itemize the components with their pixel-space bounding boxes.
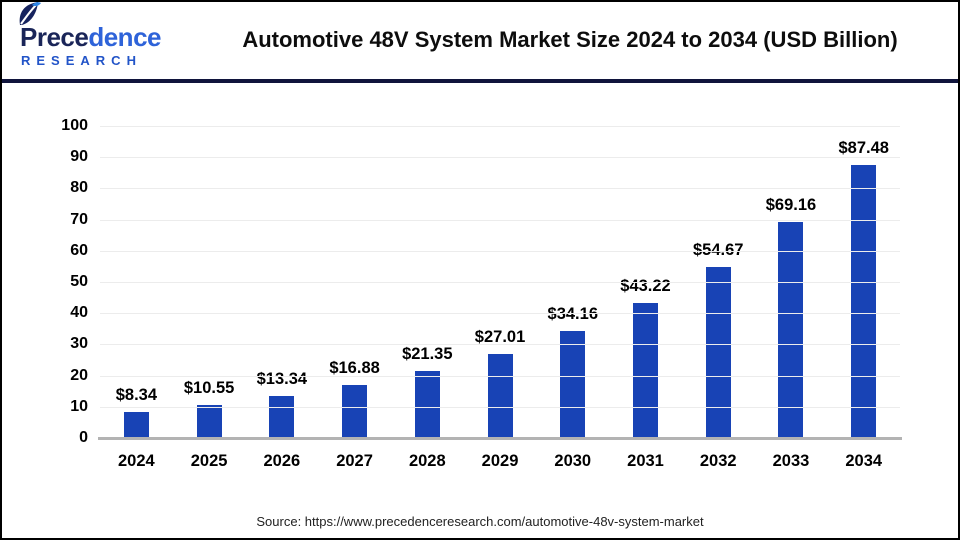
plot-area: $8.34 $10.55 $13.34 $16.88 $21.35 $27.01 $34.1… (98, 126, 902, 440)
bar-2027 (342, 385, 368, 438)
bar-value-label-2032: $54.67 (693, 241, 744, 260)
y-tick-40: 40 (70, 304, 88, 322)
bar-2024 (123, 411, 149, 438)
y-tick-60: 60 (70, 241, 88, 259)
bar-group-2029: $27.01 (464, 126, 537, 438)
bar-group-2027: $16.88 (318, 126, 391, 438)
bars-container: $8.34 $10.55 $13.34 $16.88 $21.35 $27.01 $34.1… (100, 126, 900, 438)
bar-group-2025: $10.55 (173, 126, 246, 438)
leaf-icon (19, 2, 41, 25)
bar-2025 (196, 405, 222, 438)
gridline-80 (100, 188, 900, 190)
bar-value-label-2024: $8.34 (115, 385, 158, 404)
bar-value-label-2029: $27.01 (474, 327, 526, 346)
y-tick-20: 20 (70, 366, 88, 384)
x-tick-2024: 2024 (118, 452, 155, 470)
bar-2032 (705, 267, 731, 438)
bar-2033 (778, 222, 804, 438)
gridline-40 (100, 313, 900, 315)
bar-value-label-2028: $21.35 (402, 345, 453, 364)
y-tick-30: 30 (70, 335, 88, 353)
x-tick-2031: 2031 (627, 452, 664, 470)
gridline-90 (100, 157, 900, 159)
bar-value-label-2030: $34.16 (547, 305, 598, 324)
bar-group-2028: $21.35 (391, 126, 464, 438)
bar-2031 (633, 303, 658, 438)
bar-group-2024: $8.34 (100, 126, 173, 438)
gridline-60 (100, 250, 900, 252)
x-tick-2026: 2026 (263, 452, 301, 470)
bar-value-label-2033: $69.16 (765, 196, 817, 215)
x-tick-2029: 2029 (481, 452, 519, 470)
bar-2028 (414, 371, 440, 438)
y-tick-70: 70 (70, 210, 88, 228)
x-tick-2028: 2028 (408, 452, 446, 470)
bar-value-label-2034: $87.48 (838, 139, 889, 158)
x-axis-labels: 2024 2025 2026 2027 2028 2029 2030 2031 2032 2033… (100, 452, 900, 471)
source-text: Source: https://www.precedenceresearch.c… (256, 514, 704, 529)
gridline-70 (100, 219, 900, 221)
brand-subtitle: RESEARCH (21, 52, 142, 68)
bar-group-2033: $69.16 (755, 126, 828, 438)
bar-2026 (269, 396, 295, 438)
bar-2030 (560, 331, 586, 438)
bar-2034 (851, 165, 877, 438)
y-tick-10: 10 (70, 397, 88, 415)
bar-group-2026: $13.34 (245, 126, 318, 438)
bar-value-label-2025: $10.55 (183, 379, 235, 398)
gridline-20 (100, 375, 900, 377)
brand-name: Precedence (20, 14, 161, 50)
y-tick-80: 80 (70, 179, 88, 197)
gridline-100 (100, 126, 900, 127)
x-tick-2027: 2027 (336, 452, 373, 470)
y-tick-0: 0 (79, 429, 88, 446)
x-tick-2030: 2030 (554, 452, 592, 470)
bar-value-label-2027: $16.88 (329, 359, 380, 378)
bar-value-label-2031: $43.22 (620, 277, 671, 296)
bar-group-2032: $54.67 (682, 126, 755, 438)
logo-brand-row: Precedence (18, 2, 196, 50)
gridline-10 (100, 406, 900, 408)
brand-name-dark: Prece (20, 21, 89, 52)
bar-group-2030: $34.16 (536, 126, 609, 438)
bar-2029 (487, 353, 513, 438)
gridline-50 (100, 282, 900, 283)
bar-group-2034: $87.48 (827, 126, 900, 438)
header-divider (2, 79, 958, 83)
gridline-30 (100, 344, 900, 346)
bar-group-2031: $43.22 (609, 126, 682, 438)
x-tick-2034: 2034 (845, 452, 883, 470)
precedence-research-logo: Precedence RESEARCH (18, 2, 196, 68)
brand-name-blue: dence (88, 21, 161, 52)
y-tick-90: 90 (70, 148, 88, 166)
x-tick-2025: 2025 (190, 452, 228, 470)
y-tick-100: 100 (61, 117, 88, 134)
y-axis-labels: 0 10 20 30 40 50 60 70 80 90 100 (2, 117, 88, 446)
x-tick-2032: 2032 (699, 452, 737, 470)
header: Precedence RESEARCH Automotive 48V Syste… (2, 2, 958, 79)
bar-value-label-2026: $13.34 (256, 370, 308, 389)
y-tick-50: 50 (70, 273, 88, 290)
x-axis-baseline (98, 437, 902, 440)
x-tick-2033: 2033 (772, 452, 810, 470)
chart-title: Automotive 48V System Market Size 2024 t… (242, 27, 898, 53)
